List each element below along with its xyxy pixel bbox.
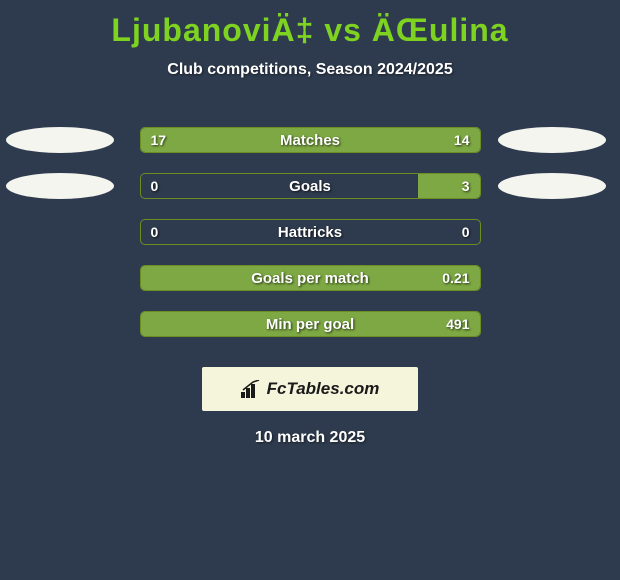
- stat-fill-right: [418, 174, 479, 198]
- team-ellipse-right: [498, 127, 606, 153]
- stat-label: Hattricks: [278, 224, 342, 241]
- stat-row: Goals 0 3: [0, 163, 620, 209]
- stat-label: Min per goal: [266, 316, 354, 333]
- stat-bar: Matches 17 14: [140, 127, 481, 153]
- stat-bar: Hattricks 0 0: [140, 219, 481, 245]
- stat-value-right: 14: [454, 132, 470, 148]
- chart-icon: [241, 380, 263, 398]
- stat-value-left: 17: [151, 132, 167, 148]
- team-ellipse-left: [6, 173, 114, 199]
- stat-value-right: 0: [462, 224, 470, 240]
- stats-container: Matches 17 14 Goals 0 3 Hattricks 0 0 Goals per m…: [0, 117, 620, 347]
- team-ellipse-left: [6, 127, 114, 153]
- stat-row: Hattricks 0 0: [0, 209, 620, 255]
- stat-row: Goals per match 0.21: [0, 255, 620, 301]
- stat-bar: Goals per match 0.21: [140, 265, 481, 291]
- date-text: 10 march 2025: [0, 429, 620, 447]
- stat-row: Min per goal 491: [0, 301, 620, 347]
- logo-text: FcTables.com: [267, 379, 380, 399]
- stat-value-right: 3: [462, 178, 470, 194]
- stat-value-left: 0: [151, 178, 159, 194]
- stat-value-right: 0.21: [442, 270, 469, 286]
- page-title: LjubanoviÄ‡ vs ÄŒulina: [0, 0, 620, 49]
- page-subtitle: Club competitions, Season 2024/2025: [0, 61, 620, 79]
- stat-label: Goals: [289, 178, 331, 195]
- logo-content: FcTables.com: [241, 379, 380, 399]
- stat-value-left: 0: [151, 224, 159, 240]
- stat-bar: Goals 0 3: [140, 173, 481, 199]
- stat-bar: Min per goal 491: [140, 311, 481, 337]
- stat-row: Matches 17 14: [0, 117, 620, 163]
- logo-box: FcTables.com: [202, 367, 418, 411]
- stat-label: Goals per match: [251, 270, 369, 287]
- stat-value-right: 491: [446, 316, 469, 332]
- stat-label: Matches: [280, 132, 340, 149]
- team-ellipse-right: [498, 173, 606, 199]
